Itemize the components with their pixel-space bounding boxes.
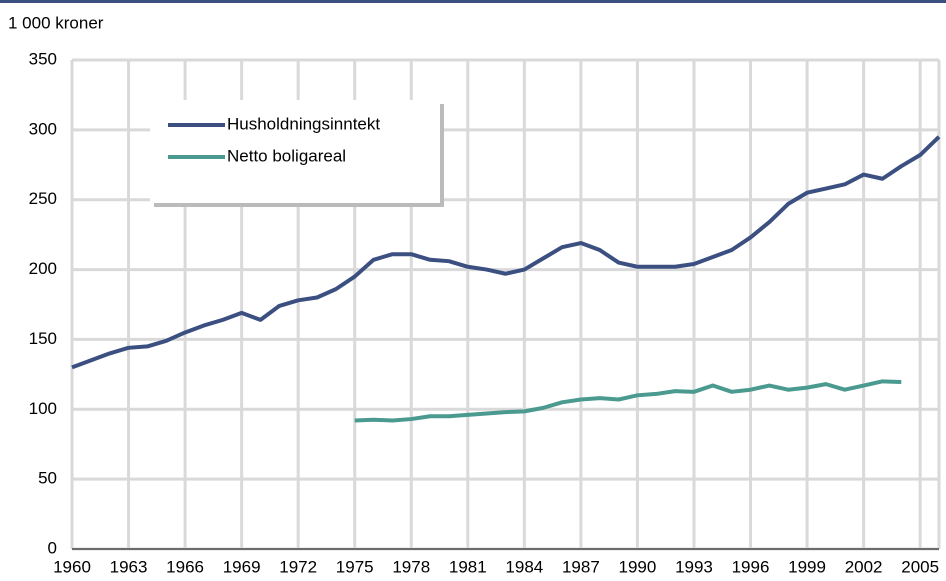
- y-tick-label: 150: [29, 329, 57, 348]
- x-tick-label: 1975: [336, 557, 374, 576]
- x-tick-label: 1999: [788, 557, 826, 576]
- x-tick-label: 1990: [619, 557, 657, 576]
- legend-box: [150, 100, 440, 203]
- data-line: [71, 135, 941, 370]
- y-axis-label: 1 000 kroner: [8, 13, 104, 32]
- x-tick-label: 1969: [223, 557, 261, 576]
- legend-label: Husholdningsinntekt: [227, 114, 380, 133]
- data-line: [354, 379, 902, 423]
- top-border: [0, 0, 946, 3]
- y-tick-label: 200: [29, 259, 57, 278]
- x-tick-label: 1981: [449, 557, 487, 576]
- y-tick-label: 350: [29, 49, 57, 68]
- x-tick-label: 2005: [901, 557, 939, 576]
- y-tick-label: 300: [29, 119, 57, 138]
- x-tick-label: 1984: [505, 557, 543, 576]
- x-tick-label: 1960: [53, 557, 91, 576]
- x-tick-label: 1987: [562, 557, 600, 576]
- x-tick-label: 1996: [732, 557, 770, 576]
- legend-label: Netto boligareal: [227, 146, 346, 165]
- x-tick-label: 1966: [166, 557, 204, 576]
- x-tick-label: 1963: [110, 557, 148, 576]
- x-tick-label: 1972: [279, 557, 317, 576]
- x-tick-label: 1993: [675, 557, 713, 576]
- x-tick-label: 2002: [845, 557, 883, 576]
- y-tick-label: 100: [29, 399, 57, 418]
- y-tick-label: 50: [38, 469, 57, 488]
- y-tick-label: 250: [29, 189, 57, 208]
- y-tick-label: 0: [48, 538, 57, 557]
- x-tick-label: 1978: [392, 557, 430, 576]
